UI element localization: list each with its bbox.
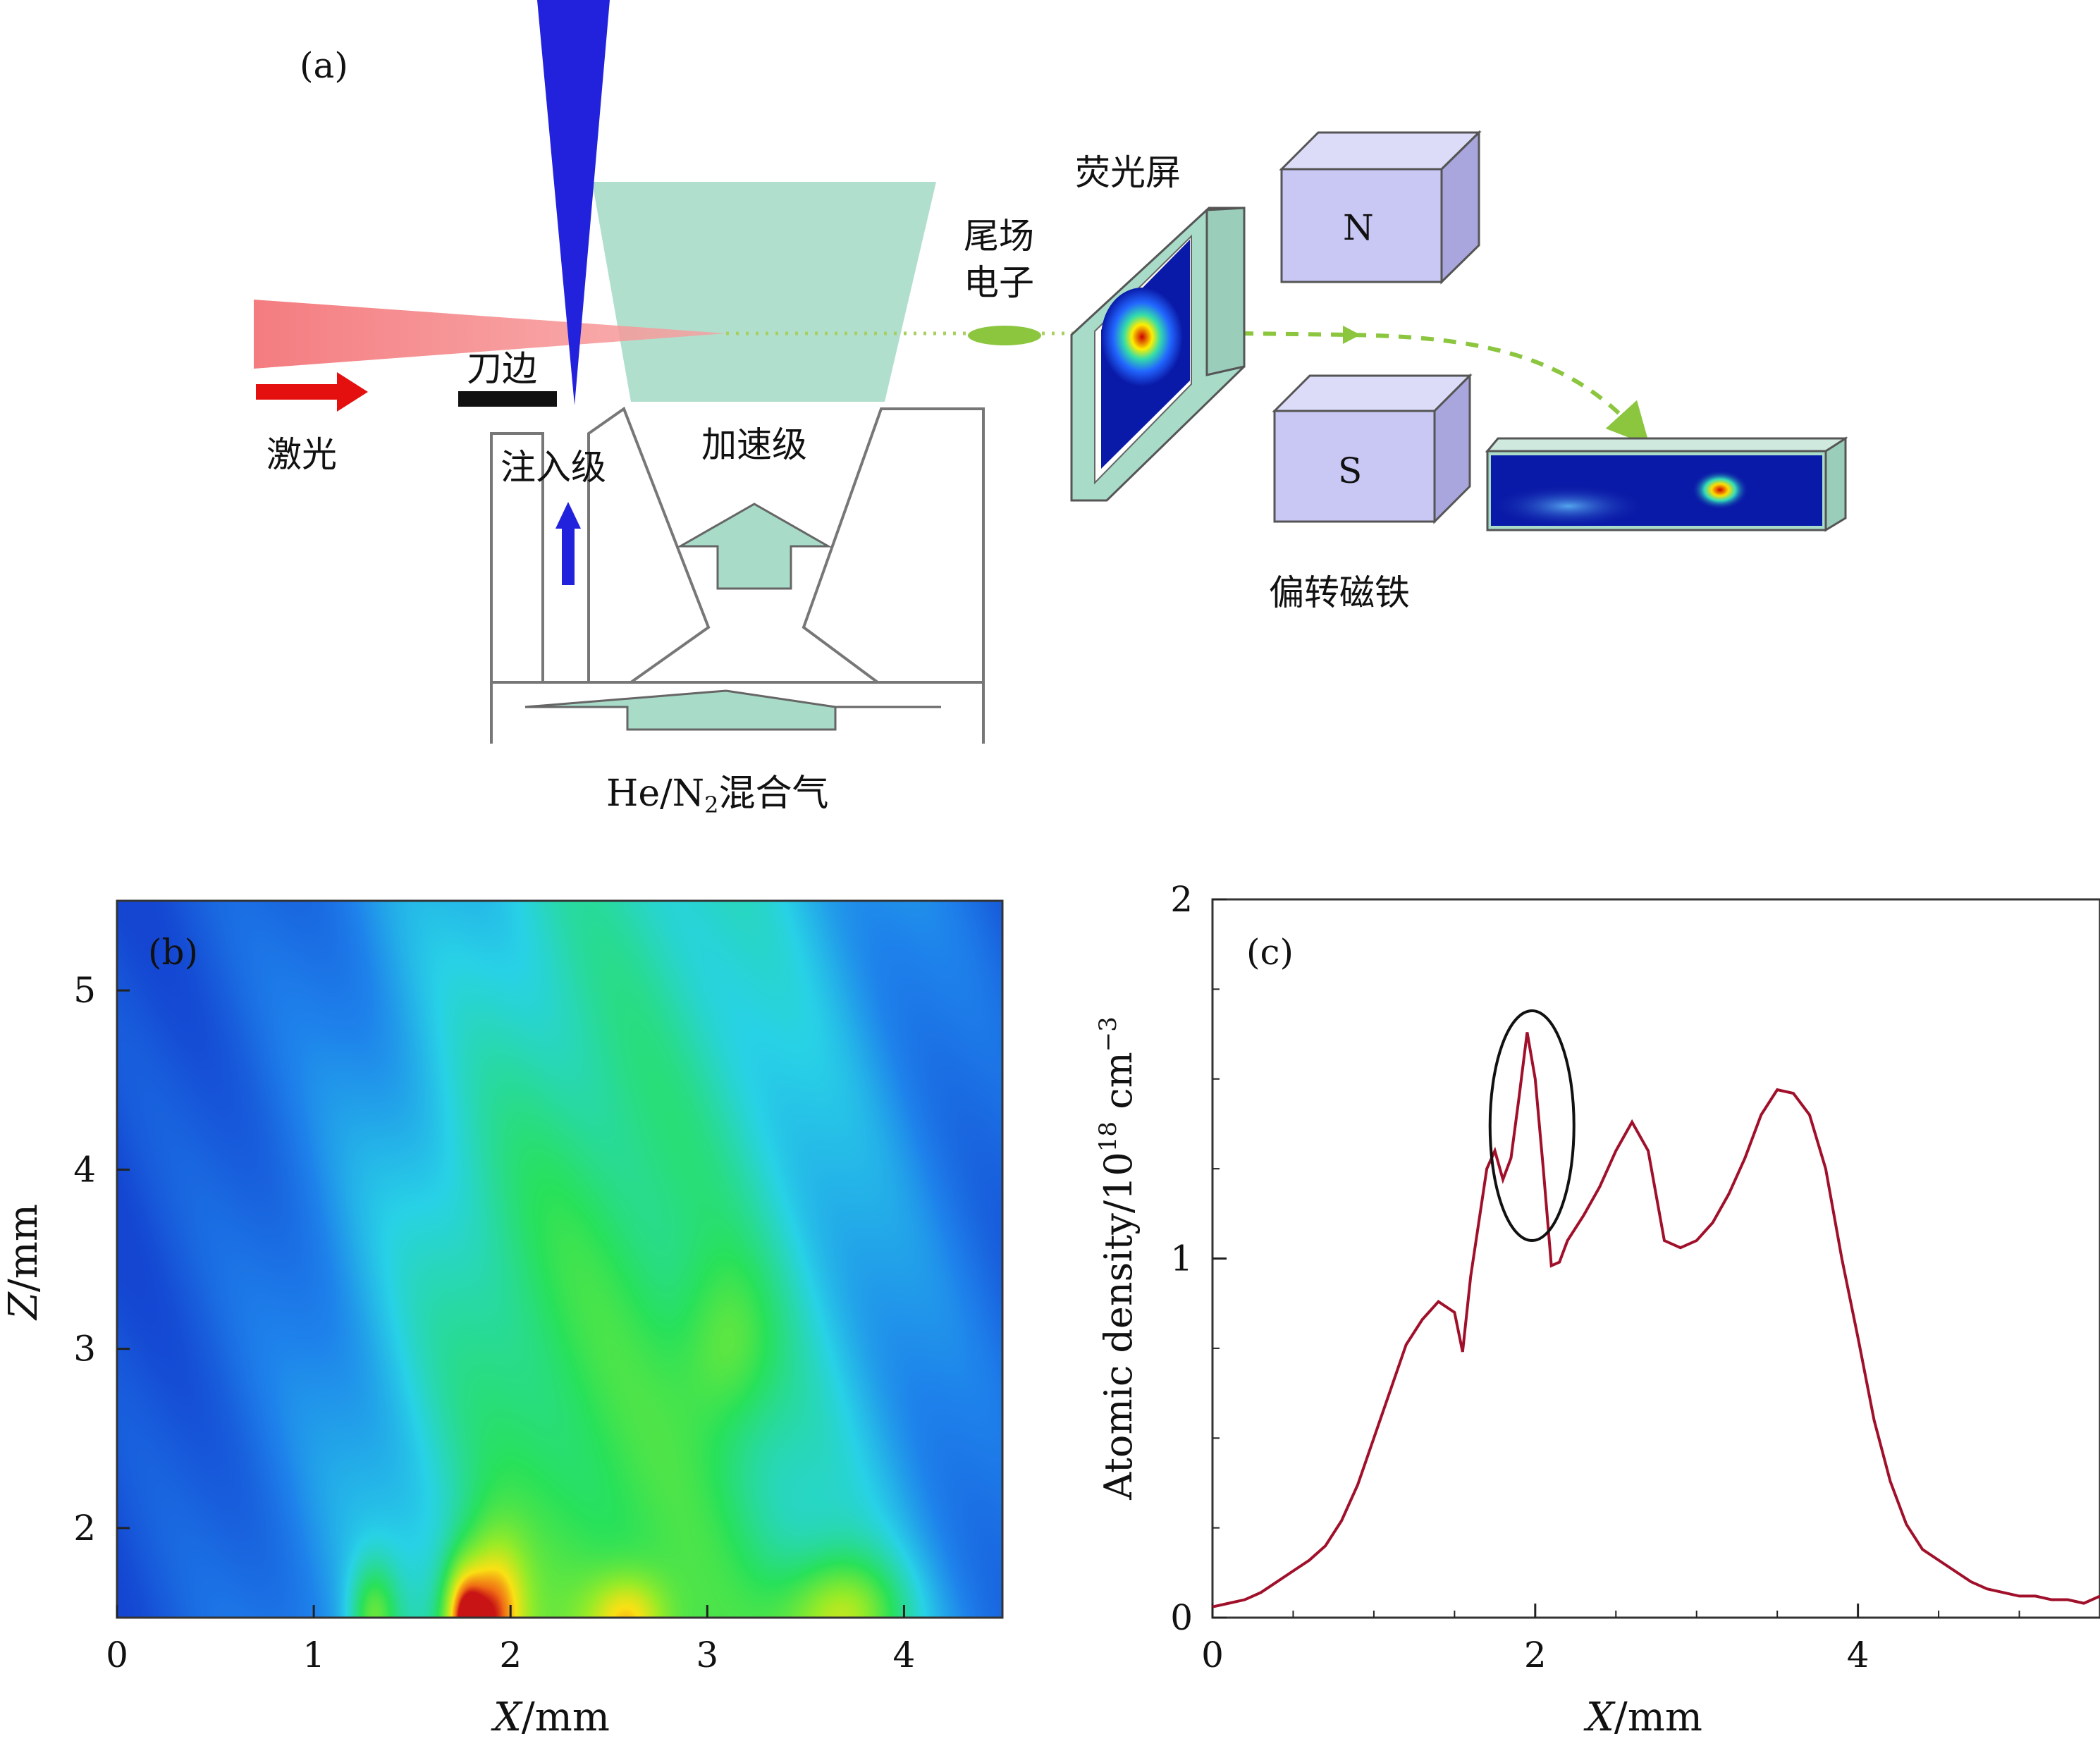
y-tick-label: 3	[73, 1329, 96, 1370]
x-tick-label: 2	[499, 1635, 522, 1675]
heatmap-canvas	[117, 901, 1002, 1618]
magnet-n: N	[1279, 130, 1482, 285]
panel-c: (c) 0 2 4 0 1 2 X/mm Atomic density/1018 cm−3	[1094, 879, 2100, 1740]
gas-cone	[592, 182, 936, 402]
panel-c-ylabel: Atomic density/1018 cm−3	[1094, 1016, 1141, 1501]
spectrometer-screen	[1485, 436, 1848, 532]
x-tick-label: 2	[1524, 1635, 1547, 1675]
gas-flow-arrow	[524, 689, 941, 731]
knife-edge	[458, 391, 557, 407]
probe-beam	[537, 0, 610, 405]
density-series-line	[1212, 1032, 2100, 1608]
x-tick-label: 1	[302, 1635, 325, 1675]
heatmap-frame	[116, 899, 1004, 1619]
panel-b-ticks: 0 1 2 3 4 2 3 4 5	[73, 970, 915, 1675]
gas-nozzle	[490, 406, 985, 744]
panel-b-label: (b)	[148, 932, 198, 973]
deflected-path	[1240, 331, 1650, 446]
magnet-s: S	[1272, 373, 1473, 524]
chart-frame	[1211, 898, 2100, 1619]
panel-b-xlabel: X/mm	[491, 1694, 610, 1740]
screen-label: 荧光屏	[1075, 152, 1181, 193]
deflection-magnet-label: 偏转磁铁	[1269, 572, 1410, 613]
panel-b: (b) 0 1 2 3 4 2 3 4 5 X/mm Z/mm	[1, 899, 1004, 1740]
magnet-n-label: N	[1343, 207, 1374, 248]
magnet-s-label: S	[1338, 450, 1362, 491]
y-tick-label: 4	[73, 1149, 96, 1190]
laser-arrow	[256, 372, 368, 412]
injection-arrow	[555, 502, 581, 585]
laser-label: 激光	[266, 434, 337, 475]
wake-electrons-label-2: 电子	[964, 262, 1034, 303]
x-tick-label: 4	[893, 1635, 916, 1675]
x-tick-label: 3	[696, 1635, 718, 1675]
panel-b-ylabel: Z/mm	[1, 1204, 47, 1321]
wake-electrons-label-1: 尾场	[964, 216, 1034, 257]
acceleration-stage-label: 加速级	[701, 424, 807, 465]
wake-electron-bunch	[968, 326, 1041, 345]
highlight-ellipse	[1488, 1009, 1576, 1243]
panel-c-ticks: 0 2 4 0 1 2	[1170, 879, 2020, 1675]
x-tick-label: 0	[1201, 1635, 1224, 1675]
panel-a: (a) 激光 刀边 注入级 加速级	[254, 0, 1848, 818]
acceleration-arrow	[676, 503, 833, 590]
y-tick-label: 1	[1170, 1238, 1193, 1279]
panel-c-xlabel: X/mm	[1583, 1694, 1702, 1740]
y-tick-label: 2	[73, 1508, 96, 1549]
knife-edge-label: 刀边	[467, 348, 537, 389]
laser-beam	[254, 300, 726, 369]
panel-a-label: (a)	[300, 45, 348, 86]
y-tick-label: 0	[1170, 1597, 1193, 1638]
panel-c-label: (c)	[1246, 932, 1294, 973]
gas-label: He/N2混合气	[606, 773, 829, 818]
x-tick-label: 0	[106, 1635, 128, 1675]
x-tick-label: 4	[1847, 1635, 1869, 1675]
fluorescent-screen	[1070, 207, 1246, 502]
y-tick-label: 2	[1170, 879, 1193, 920]
y-tick-label: 5	[73, 970, 96, 1011]
injection-stage-label: 注入级	[501, 447, 606, 488]
